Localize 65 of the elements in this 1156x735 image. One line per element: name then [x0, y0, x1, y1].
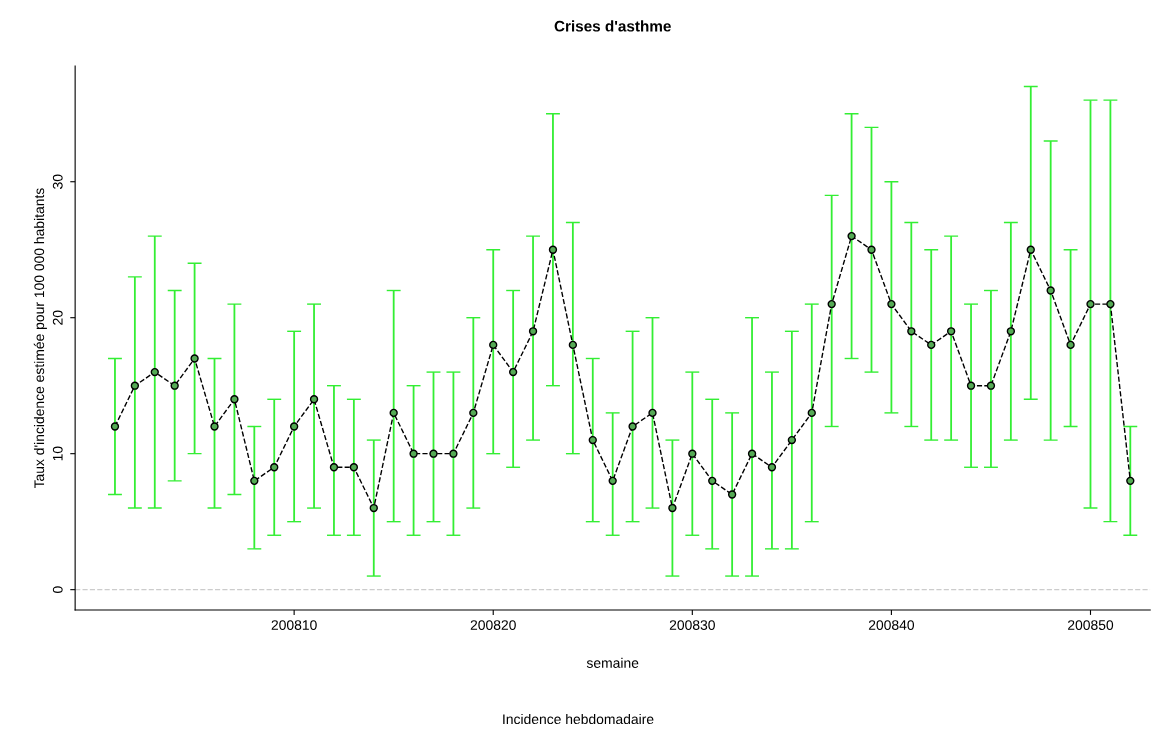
x-tick-label: 200850 — [1068, 620, 1114, 630]
point — [170, 381, 179, 390]
point — [349, 463, 359, 472]
point — [887, 299, 896, 309]
point — [767, 463, 777, 472]
point — [946, 327, 956, 336]
point — [708, 476, 717, 486]
point — [409, 449, 418, 458]
point — [1046, 286, 1055, 295]
point — [1106, 299, 1115, 309]
point — [787, 435, 797, 445]
point — [389, 408, 398, 418]
point — [508, 367, 518, 377]
point — [429, 449, 438, 458]
x-tick-label: 200820 — [470, 620, 516, 630]
point — [270, 463, 279, 472]
point — [210, 422, 219, 431]
point — [309, 395, 319, 404]
point — [867, 245, 876, 254]
y-axis-title: Taux d'incidence estimée pour 100 000 habitants — [33, 188, 47, 489]
point — [668, 503, 677, 513]
point — [1006, 327, 1016, 336]
y-tick-label: 20 — [52, 310, 63, 325]
point — [827, 299, 836, 309]
text: Incidence hebdomadaire — [503, 713, 654, 725]
point — [369, 503, 378, 513]
point — [329, 463, 339, 472]
point — [528, 327, 538, 336]
y-tick-label: 30 — [52, 174, 63, 189]
y-tick-label: 10 — [52, 446, 63, 461]
point — [986, 381, 996, 390]
point — [469, 408, 478, 418]
point — [250, 476, 259, 486]
point — [548, 245, 558, 254]
point — [1086, 299, 1095, 309]
point — [927, 340, 936, 350]
y-tick-label: 0 — [52, 586, 63, 593]
chart-title: Crises d'asthme — [554, 20, 671, 32]
point — [608, 476, 617, 486]
point — [628, 422, 637, 431]
point — [648, 408, 657, 418]
x-tick-label: 200840 — [868, 620, 915, 630]
point — [688, 449, 697, 458]
point — [907, 327, 916, 336]
point — [449, 449, 458, 458]
point — [289, 422, 299, 431]
point — [130, 381, 140, 390]
point — [230, 395, 239, 404]
point — [150, 367, 159, 377]
point — [847, 231, 856, 241]
point — [727, 490, 737, 499]
point — [747, 449, 757, 458]
point — [1126, 476, 1135, 486]
point — [588, 435, 597, 445]
point — [568, 340, 578, 350]
point — [190, 354, 199, 363]
x-axis-title: semaine — [586, 657, 639, 668]
point — [1066, 340, 1075, 350]
point — [966, 381, 976, 390]
x-tick-label: 200830 — [669, 620, 715, 630]
point — [110, 422, 120, 431]
point — [807, 408, 816, 418]
x-tick-label: 200810 — [271, 620, 317, 630]
point — [489, 340, 498, 350]
point — [1026, 245, 1035, 254]
